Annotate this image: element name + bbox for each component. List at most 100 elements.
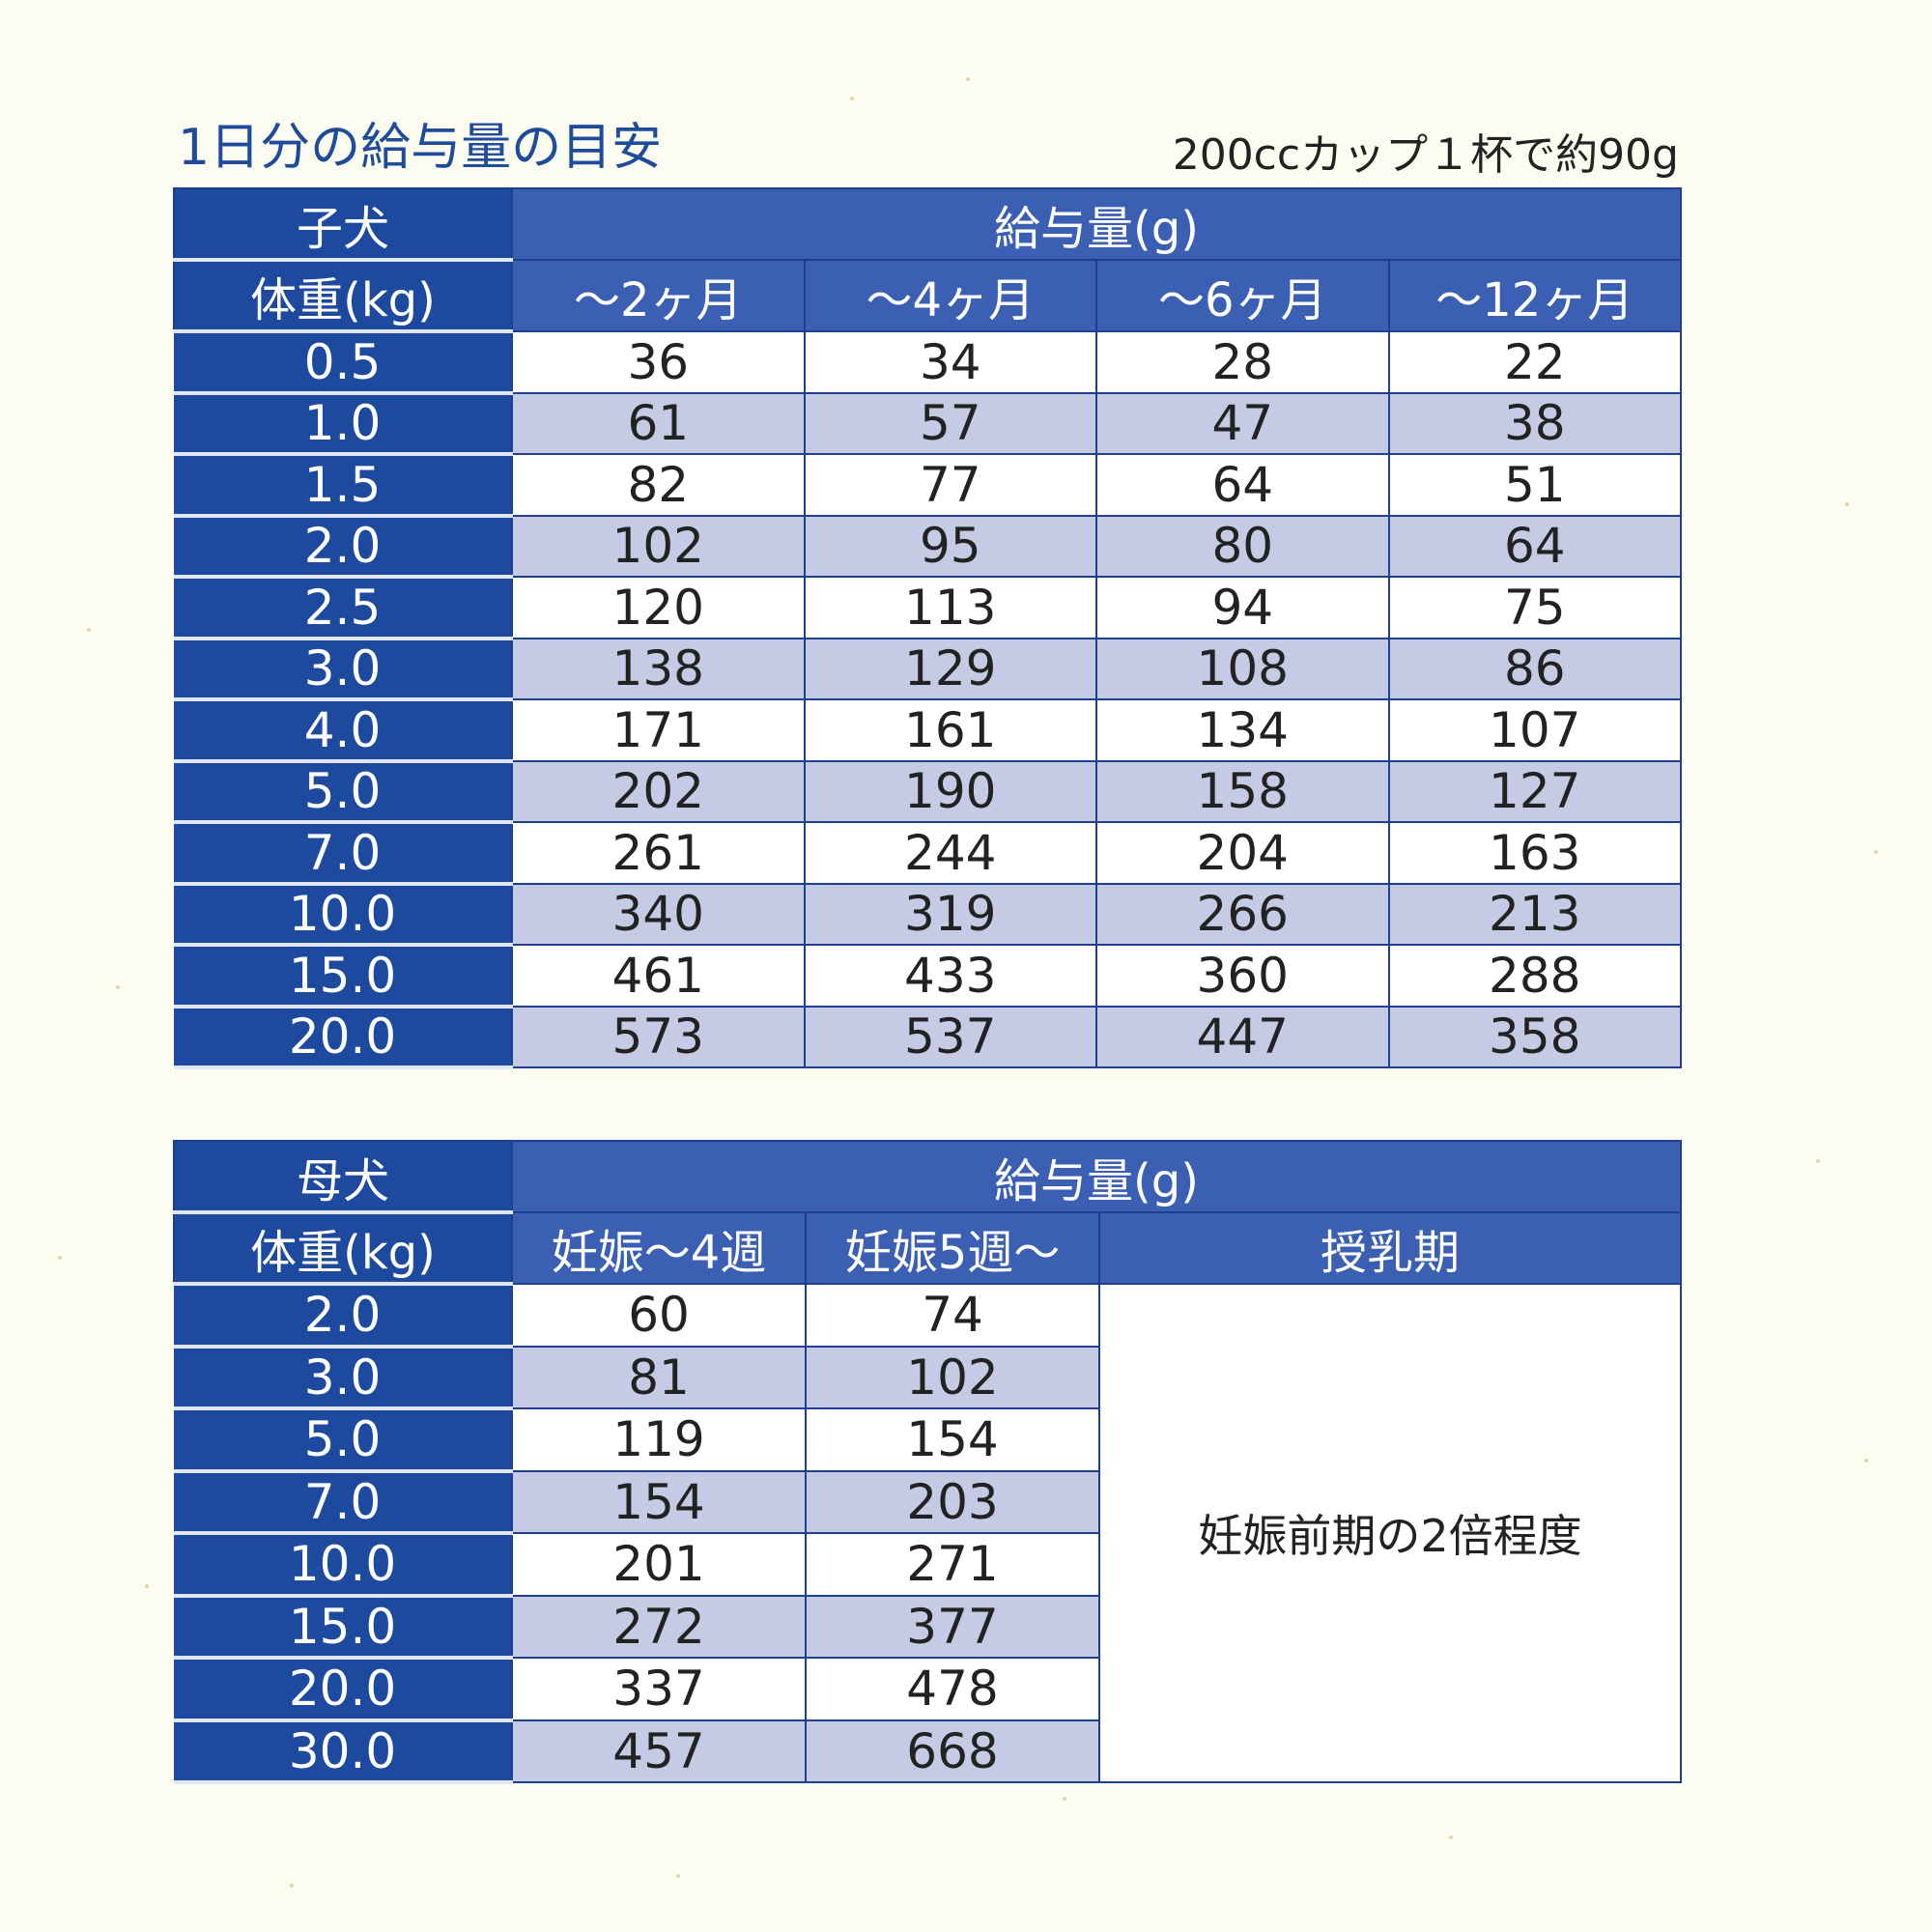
amount-cell: 61 [511,391,806,455]
weight-cell: 5.0 [174,760,512,824]
table-row: 15.0 461 433 360 288 [174,944,1682,1009]
paper-speck [290,1884,294,1888]
column-header: 妊娠5週～ [805,1211,1100,1285]
amount-cell: 77 [803,453,1097,517]
table-row: 15.0 272 377 [174,1594,1681,1660]
weight-cell: 0.5 [174,331,512,395]
table-row: 5.0 119 154 [174,1407,1681,1473]
amount-cell: 60 [511,1283,807,1348]
mother-feeding-table: 母犬 給与量(g) 体重(kg) 妊娠～4週 妊娠5週～ 授乳期 2.0 60 74… [173,1140,1682,1784]
amount-cell: 204 [1095,821,1390,885]
table-row: 1.5 82 77 64 51 [174,453,1682,518]
mother-label: 母犬 [173,1140,513,1214]
paper-speck [116,985,120,989]
amount-cell: 358 [1387,1005,1682,1068]
table-row: 2.0 60 74 妊娠前期の2倍程度 [174,1283,1682,1783]
amount-cell: 75 [1387,576,1682,639]
column-header: 妊娠～4週 [511,1211,807,1285]
amount-cell: 158 [1095,759,1390,823]
amount-cell: 102 [511,514,806,578]
amount-cell: 261 [511,821,806,885]
table-row: 3.0 81 102 [174,1345,1681,1410]
table-row: 3.0 138 129 108 86 [174,637,1682,701]
paper-speck [850,97,854,100]
puppy-feeding-table: 子犬 給与量(g) 体重(kg) ～2ヶ月 ～4ヶ月 ～6ヶ月 ～12ヶ月 0.… [173,187,1682,1069]
paper-speck [676,1874,680,1878]
amount-cell: 163 [1387,821,1682,885]
column-header: ～6ヶ月 [1095,259,1390,332]
weight-cell: 20.0 [174,1658,512,1722]
paper-speck [1874,850,1878,854]
amount-cell: 360 [1095,944,1390,1008]
amount-cell: 94 [1095,576,1390,639]
weight-cell: 2.0 [174,515,512,579]
amount-cell: 319 [803,882,1097,946]
page-title: 1日分の給与量の目安 [178,119,663,177]
weight-cell: 1.0 [174,392,512,456]
amount-cell: 22 [1387,330,1682,394]
paper-speck [1845,502,1849,506]
table-row: 30.0 457 668 [174,1719,1681,1784]
table-row: 5.0 202 190 158 127 [174,759,1682,824]
table-row: 7.0 154 203 [174,1469,1681,1535]
table-row: 4.0 171 161 134 107 [174,698,1682,763]
amount-cell: 120 [511,576,806,639]
paper-speck [966,77,970,81]
amount-cell: 51 [1387,453,1682,517]
column-header: ～4ヶ月 [803,259,1097,332]
amount-cell: 288 [1387,944,1682,1008]
weight-header: 体重(kg) [173,259,513,333]
weight-cell: 10.0 [174,1533,512,1598]
table-row: 20.0 573 537 447 358 [174,1005,1682,1069]
table-row: 1.0 61 57 47 38 [174,391,1682,456]
amount-cell: 272 [511,1594,807,1659]
amount-cell: 213 [1387,882,1682,946]
amount-cell: 447 [1095,1005,1390,1068]
weight-header: 体重(kg) [173,1211,513,1286]
paper-speck [1063,1797,1066,1801]
amount-cell: 95 [803,514,1097,578]
amount-cell: 127 [1387,759,1682,823]
weight-cell: 3.0 [174,1346,512,1410]
paper-speck [145,1584,149,1588]
amount-cell: 86 [1387,637,1682,700]
amount-cell: 161 [803,698,1097,762]
weight-cell: 2.5 [174,577,512,640]
weight-cell: 20.0 [174,1006,512,1069]
amount-cell: 154 [805,1407,1100,1472]
amount-cell: 129 [803,637,1097,700]
amount-cell: 134 [1095,698,1390,762]
amount-cell: 28 [1095,330,1390,394]
table-row: 2.5 120 113 94 75 [174,576,1682,640]
amount-cell: 154 [511,1469,807,1534]
amount-cell: 74 [805,1283,1100,1348]
amount-cell: 201 [511,1532,807,1597]
amount-cell: 377 [805,1594,1100,1659]
amount-cell: 81 [511,1345,807,1409]
amount-cell: 457 [511,1719,807,1783]
amount-cell: 537 [803,1005,1097,1068]
amount-cell: 478 [805,1657,1100,1721]
puppy-label: 子犬 [173,187,513,262]
column-header: ～2ヶ月 [511,259,806,332]
lactation-note: 妊娠前期の2倍程度 [1098,1283,1682,1783]
amount-cell: 171 [511,698,806,762]
amount-cell: 340 [511,882,806,946]
amount-cell: 113 [803,576,1097,639]
weight-cell: 7.0 [174,1470,512,1535]
amount-cell: 34 [803,330,1097,394]
table-row: 10.0 340 319 266 213 [174,882,1682,947]
amount-header: 給与量(g) [511,187,1682,261]
weight-cell: 3.0 [174,638,512,701]
amount-header: 給与量(g) [511,1140,1682,1213]
amount-cell: 266 [1095,882,1390,946]
table-row: 10.0 201 271 [174,1532,1681,1598]
weight-cell: 7.0 [174,822,512,886]
amount-cell: 108 [1095,637,1390,700]
amount-cell: 102 [805,1345,1100,1409]
paper-speck [1816,1159,1820,1163]
table-row: 20.0 337 478 [174,1657,1681,1722]
amount-cell: 82 [511,453,806,517]
column-header: ～12ヶ月 [1387,259,1682,332]
cup-note: 200ccカップ１杯で約90g [1172,130,1679,180]
